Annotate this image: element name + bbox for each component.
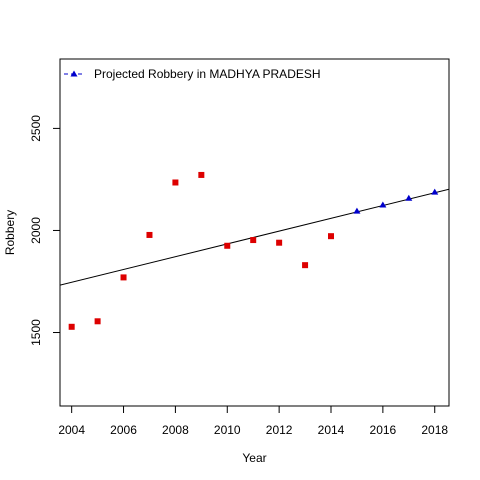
x-tick-label: 2008 [162, 423, 189, 437]
projected-point [353, 207, 361, 214]
observed-point [94, 318, 101, 325]
observed-point [224, 242, 231, 249]
x-tick-label: 2006 [110, 423, 137, 437]
x-tick-label: 2016 [370, 423, 397, 437]
projected-point [379, 201, 387, 208]
observed-point [146, 231, 153, 238]
observed-point [120, 274, 127, 281]
y-tick-label: 1500 [29, 319, 43, 346]
plot-marks [60, 171, 449, 330]
observed-point [250, 237, 257, 244]
y-axis-label: Robbery [3, 210, 17, 255]
x-tick-label: 2012 [266, 423, 293, 437]
observed-point [328, 233, 335, 240]
projected-point [405, 194, 413, 201]
x-tick-label: 2010 [214, 423, 241, 437]
x-tick-label: 2018 [421, 423, 448, 437]
projected-point [431, 188, 439, 195]
x-tick-label: 2004 [58, 423, 85, 437]
x-axis-label: Year [242, 451, 266, 465]
observed-point [172, 179, 179, 186]
y-tick-label: 2000 [29, 217, 43, 244]
observed-point [276, 239, 283, 246]
legend-triangle-marker [70, 70, 78, 77]
observed-point [198, 171, 205, 178]
observed-point [68, 323, 75, 330]
plot-frame [59, 58, 450, 407]
x-tick-label: 2014 [318, 423, 345, 437]
observed-point [302, 262, 309, 269]
legend-label: Projected Robbery in MADHYA PRADESH [94, 67, 321, 81]
y-tick-label: 2500 [29, 115, 43, 142]
legend: Projected Robbery in MADHYA PRADESH [64, 67, 321, 81]
